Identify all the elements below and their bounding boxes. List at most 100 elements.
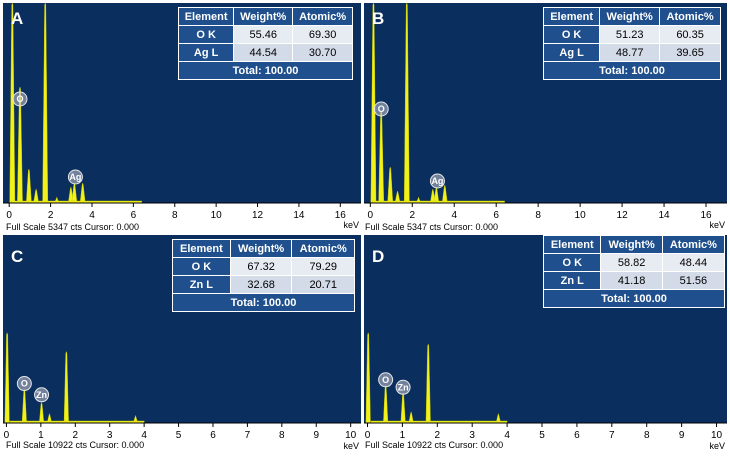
- x-tick-label: 12: [252, 210, 264, 221]
- table-row: Zn L 32.68 20.71: [172, 275, 355, 294]
- x-tick-label: 3: [469, 430, 475, 441]
- marker-label: O: [382, 375, 389, 385]
- header-weight: Weight%: [600, 235, 663, 254]
- panel-letter-b: B: [372, 9, 385, 28]
- element-cell: O K: [542, 253, 602, 272]
- atomic-cell: 20.71: [291, 275, 355, 294]
- table-total-row: Total: 100.00: [178, 61, 353, 80]
- status-line-a: Full Scale 5347 cts Cursor: 0.000: [6, 222, 140, 232]
- marker-label: O: [21, 379, 28, 389]
- marker-label: Zn: [398, 382, 409, 392]
- composition-table-d: Element Weight% Atomic% O K 58.82 48.44 …: [542, 235, 726, 308]
- table-row: Ag L 44.54 30.70: [177, 43, 353, 62]
- element-marker-ag: Ag: [429, 173, 445, 189]
- header-atomic: Atomic%: [659, 7, 721, 26]
- marker-circle: [34, 387, 50, 403]
- x-tick-label: 1: [38, 430, 44, 441]
- atomic-cell: 39.65: [659, 43, 721, 62]
- header-weight: Weight%: [229, 239, 293, 258]
- x-tick-label: 14: [658, 210, 670, 221]
- x-tick-label: 3: [107, 430, 113, 441]
- table-header-row: Element Weight% Atomic%: [542, 235, 726, 254]
- marker-label: O: [378, 104, 385, 114]
- table-total-row: Total: 100.00: [172, 293, 355, 312]
- x-tick-label: 0: [4, 430, 10, 441]
- element-cell: O K: [172, 257, 231, 276]
- table-header-row: Element Weight% Atomic%: [172, 239, 355, 258]
- marker-circle: [16, 376, 32, 392]
- header-element: Element: [177, 7, 235, 26]
- spectrum-panel-c: O Zn 0 1 2 3 4 5 6 7 8 9 10 keV C Element Weight% Ato…: [3, 235, 361, 453]
- table-row: O K 58.82 48.44: [542, 253, 726, 272]
- header-element: Element: [172, 239, 231, 258]
- spectrum-panel-b: O Ag 0 2 4 6 8 10 12 14 16 keV B Element Weight% At…: [364, 2, 727, 232]
- total-cell: Total: 100.00: [178, 61, 353, 80]
- status-line-b: Full Scale 5347 cts Cursor: 0.000: [365, 222, 499, 232]
- x-tick-label: 10: [575, 210, 587, 221]
- x-tick-label: 9: [679, 430, 685, 441]
- atomic-cell: 51.56: [661, 271, 726, 290]
- x-tick-label: 2: [409, 210, 415, 221]
- table-total-row: Total: 100.00: [543, 61, 721, 80]
- x-tick-label: 10: [211, 210, 223, 221]
- header-element: Element: [542, 7, 601, 26]
- spectrum-panel-a: O Ag 0 2 4 6 8 10 12 14 16 keV A Element Weight% At…: [3, 2, 361, 232]
- element-cell: Zn L: [172, 275, 231, 294]
- marker-circle: [429, 173, 445, 189]
- table-row: O K 55.46 69.30: [177, 25, 353, 44]
- panel-letter-a: A: [11, 9, 24, 28]
- composition-table-b: Element Weight% Atomic% O K 51.23 60.35 …: [542, 7, 721, 80]
- total-cell: Total: 100.00: [543, 289, 725, 308]
- weight-cell: 58.82: [600, 253, 663, 272]
- element-cell: Ag L: [542, 43, 601, 62]
- status-line-c: Full Scale 10922 cts Cursor: 0.000: [6, 440, 145, 450]
- total-cell: Total: 100.00: [543, 61, 721, 80]
- x-tick-label: 6: [493, 210, 499, 221]
- x-tick-label: 0: [368, 210, 374, 221]
- x-unit-label: keV: [343, 220, 359, 230]
- x-tick-label: 2: [48, 210, 54, 221]
- x-unit-label: keV: [709, 441, 725, 451]
- x-tick-label: 4: [451, 210, 457, 221]
- x-unit-label: keV: [343, 441, 359, 451]
- composition-table-c: Element Weight% Atomic% O K 67.32 79.29 …: [172, 239, 355, 312]
- x-tick-label: 6: [210, 430, 216, 441]
- x-tick-label: 4: [141, 430, 147, 441]
- element-marker-ag: Ag: [67, 169, 83, 185]
- x-tick-label: 7: [609, 430, 615, 441]
- composition-table-a: Element Weight% Atomic% O K 55.46 69.30 …: [177, 7, 353, 80]
- table-row: O K 51.23 60.35: [542, 25, 721, 44]
- x-unit-label: keV: [709, 220, 725, 230]
- status-line-d: Full Scale 10922 cts Cursor: 0.000: [365, 440, 504, 450]
- atomic-cell: 60.35: [659, 25, 721, 44]
- atomic-cell: 30.70: [292, 43, 353, 62]
- x-tick-label: 2: [73, 430, 79, 441]
- x-tick-label: 4: [89, 210, 95, 221]
- marker-circle: [12, 91, 28, 107]
- x-tick-label: 10: [711, 430, 723, 441]
- marker-label: Ag: [69, 172, 81, 182]
- panel-letter-c: C: [11, 247, 24, 266]
- element-cell: O K: [542, 25, 601, 44]
- header-weight: Weight%: [233, 7, 294, 26]
- table-row: O K 67.32 79.29: [172, 257, 355, 276]
- header-atomic: Atomic%: [661, 235, 726, 254]
- element-cell: O K: [177, 25, 235, 44]
- atomic-cell: 69.30: [292, 25, 353, 44]
- total-cell: Total: 100.00: [172, 293, 355, 312]
- x-tick-label: 16: [700, 210, 712, 221]
- marker-label: Ag: [431, 176, 443, 186]
- x-tick-label: 7: [245, 430, 251, 441]
- weight-cell: 32.68: [229, 275, 293, 294]
- marker-circle: [67, 169, 83, 185]
- element-marker-o: O: [12, 91, 28, 107]
- x-tick-label: 8: [279, 430, 285, 441]
- marker-label: O: [16, 94, 23, 104]
- table-header-row: Element Weight% Atomic%: [177, 7, 353, 26]
- x-tick-label: 8: [172, 210, 178, 221]
- x-tick-label: 16: [335, 210, 347, 221]
- x-tick-label: 2: [435, 430, 441, 441]
- weight-cell: 48.77: [599, 43, 661, 62]
- atomic-cell: 79.29: [291, 257, 355, 276]
- marker-label: Zn: [36, 390, 47, 400]
